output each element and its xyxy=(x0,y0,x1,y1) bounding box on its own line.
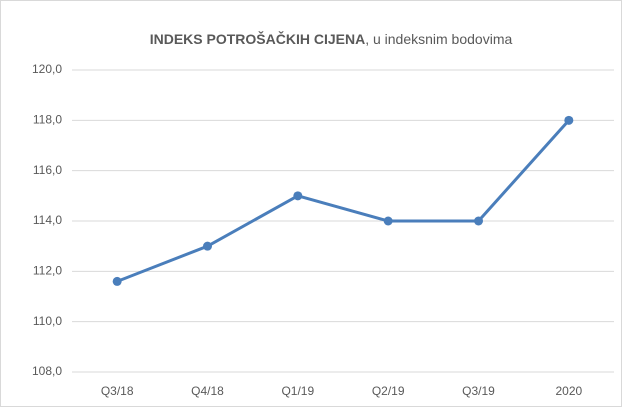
chart-title: INDEKS POTROŠAČKIH CIJENA xyxy=(150,30,365,47)
x-tick-label: Q3/19 xyxy=(462,384,495,398)
chart-heading: INDEKS POTROŠAČKIH CIJENA, u indeksnim b… xyxy=(150,30,513,47)
x-tick-label: Q2/19 xyxy=(372,384,405,398)
y-tick-label: 114,0 xyxy=(33,213,62,227)
x-tick-label: 2020 xyxy=(555,384,582,398)
y-tick-label: 110,0 xyxy=(33,314,62,328)
point xyxy=(112,276,122,286)
y-tick-label: 120,0 xyxy=(32,62,62,76)
y-tick-label: 108,0 xyxy=(32,364,62,378)
x-tick-label: Q3/18 xyxy=(101,384,134,398)
chart-subtitle: , u indeksnim bodovima xyxy=(365,31,512,47)
line xyxy=(116,119,570,283)
y-tick-label: 112,0 xyxy=(33,264,62,278)
x-tick-label: Q1/19 xyxy=(281,384,314,398)
y-tick-label: 118,0 xyxy=(33,113,62,127)
point xyxy=(203,241,212,251)
point xyxy=(293,191,303,201)
point xyxy=(564,115,574,125)
point xyxy=(383,216,393,226)
x-tick-label: Q4/18 xyxy=(191,384,224,398)
y-tick-label: 116,0 xyxy=(33,163,62,177)
point xyxy=(474,216,483,226)
